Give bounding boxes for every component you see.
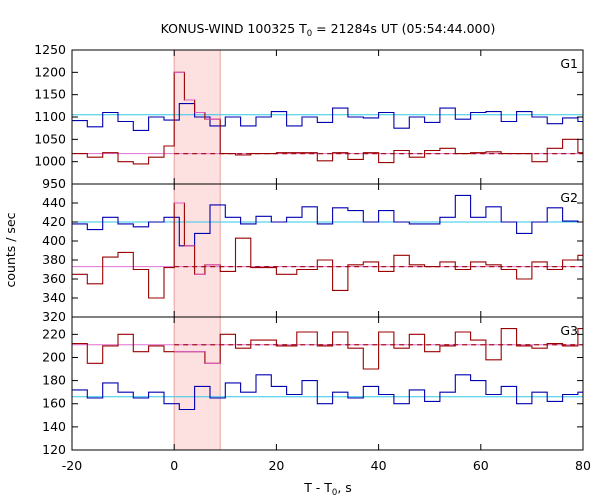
y-tick-label: 340 <box>42 290 66 305</box>
y-tick-label: 1050 <box>34 131 66 146</box>
y-tick-label: 180 <box>42 373 66 388</box>
x-tick-label: -20 <box>62 458 82 473</box>
y-tick-label: 360 <box>42 271 66 286</box>
x-axis-label: T - T0, s <box>303 480 352 498</box>
panel-label-g3: G3 <box>560 323 578 338</box>
y-tick-label: 1150 <box>34 87 66 102</box>
y-tick-label: 200 <box>42 349 66 364</box>
panels-group: 950 1000 1050 1100 1150 1200 1250 G1 320 340 360 38… <box>34 42 584 457</box>
y-tick-label: 420 <box>42 214 66 229</box>
panel-g2: 320 340 360 380 400 420 440 G2 <box>42 183 584 324</box>
series-high-res-g1 <box>72 71 583 165</box>
series-peak-g3 <box>174 351 221 364</box>
y-tick-label: 320 <box>42 309 66 324</box>
y-tick-label: 1100 <box>34 109 66 124</box>
x-tick-label: 0 <box>170 458 178 473</box>
y-axis-label: counts / sec <box>3 212 18 287</box>
y-tick-label: 380 <box>42 252 66 267</box>
chart-title: KONUS-WIND 100325 T0 = 21284s UT (05:54:… <box>161 21 496 39</box>
y-tick-label: 440 <box>42 195 66 210</box>
series-low-res-g1 <box>72 103 583 131</box>
x-tick-label: 60 <box>473 458 489 473</box>
y-tick-label: 1250 <box>34 42 66 57</box>
highlight-interval <box>174 50 221 450</box>
panel-label-g1: G1 <box>560 56 578 71</box>
y-tick-label: 160 <box>42 396 66 411</box>
y-tick-label: 1200 <box>34 64 66 79</box>
x-tick-label: 40 <box>371 458 387 473</box>
x-axis: -20 0 20 40 60 80 <box>62 458 591 473</box>
panel-frame <box>71 316 584 451</box>
panel-g1: 950 1000 1050 1100 1150 1200 1250 G1 <box>34 42 584 191</box>
series-high-res-g3 <box>72 328 583 370</box>
series-low-res-g3 <box>72 374 583 411</box>
panel-g3: 120 140 160 180 200 220 G3 <box>42 316 584 457</box>
y-tick-label: 220 <box>42 326 66 341</box>
y-tick-label: 120 <box>42 442 66 457</box>
x-tick-label: 80 <box>575 458 591 473</box>
series-high-res-g2 <box>72 202 583 299</box>
series-peak-g2 <box>174 202 221 275</box>
y-tick-label: 1000 <box>34 154 66 169</box>
y-tick-label: 950 <box>42 176 66 191</box>
panel-label-g2: G2 <box>560 190 578 205</box>
x-tick-label: 20 <box>268 458 284 473</box>
y-tick-label: 140 <box>42 419 66 434</box>
y-tick-label: 400 <box>42 233 66 248</box>
series-low-res-g2 <box>72 194 583 247</box>
series-peak-g1 <box>174 71 221 120</box>
